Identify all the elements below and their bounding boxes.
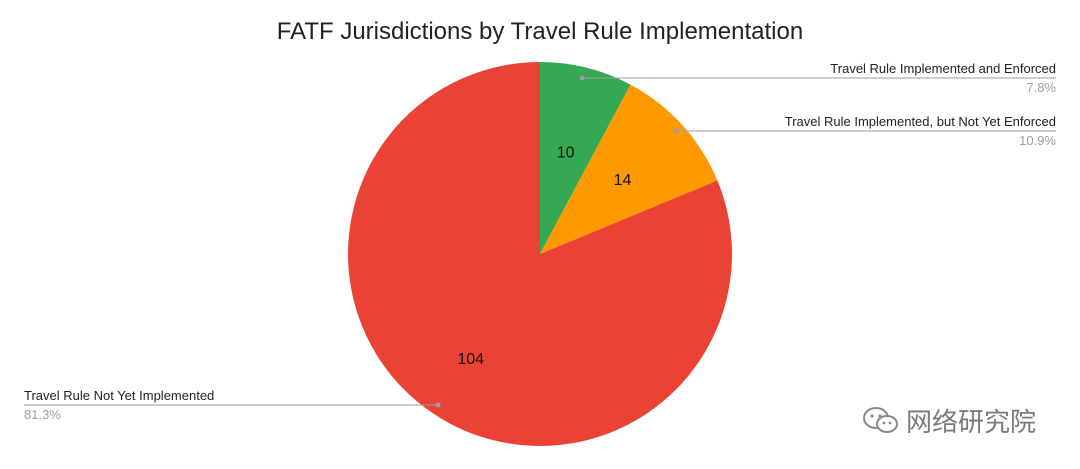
slice-value-label: 104 (457, 351, 484, 368)
callout-dot (579, 75, 585, 81)
legend-percent: 81.3% (24, 407, 61, 422)
watermark: 网络研究院 (862, 402, 1036, 439)
legend-label: Travel Rule Implemented and Enforced (830, 61, 1056, 76)
legend-percent: 10.9% (1019, 133, 1056, 148)
legend-label: Travel Rule Not Yet Implemented (24, 388, 214, 403)
watermark-text: 网络研究院 (906, 408, 1037, 438)
slice-value-label: 14 (614, 172, 632, 189)
legend-percent: 7.8% (1026, 80, 1056, 95)
callout-dot (435, 402, 441, 408)
slice-value-label: 10 (557, 145, 575, 162)
legend-label: Travel Rule Implemented, but Not Yet Enf… (785, 114, 1056, 129)
chart-title: FATF Jurisdictions by Travel Rule Implem… (276, 18, 804, 45)
callout-dot (673, 128, 679, 134)
pie-slice (540, 62, 631, 254)
pie-slice (540, 84, 718, 255)
wechat-icon (863, 406, 898, 433)
pie-slice (347, 62, 732, 447)
